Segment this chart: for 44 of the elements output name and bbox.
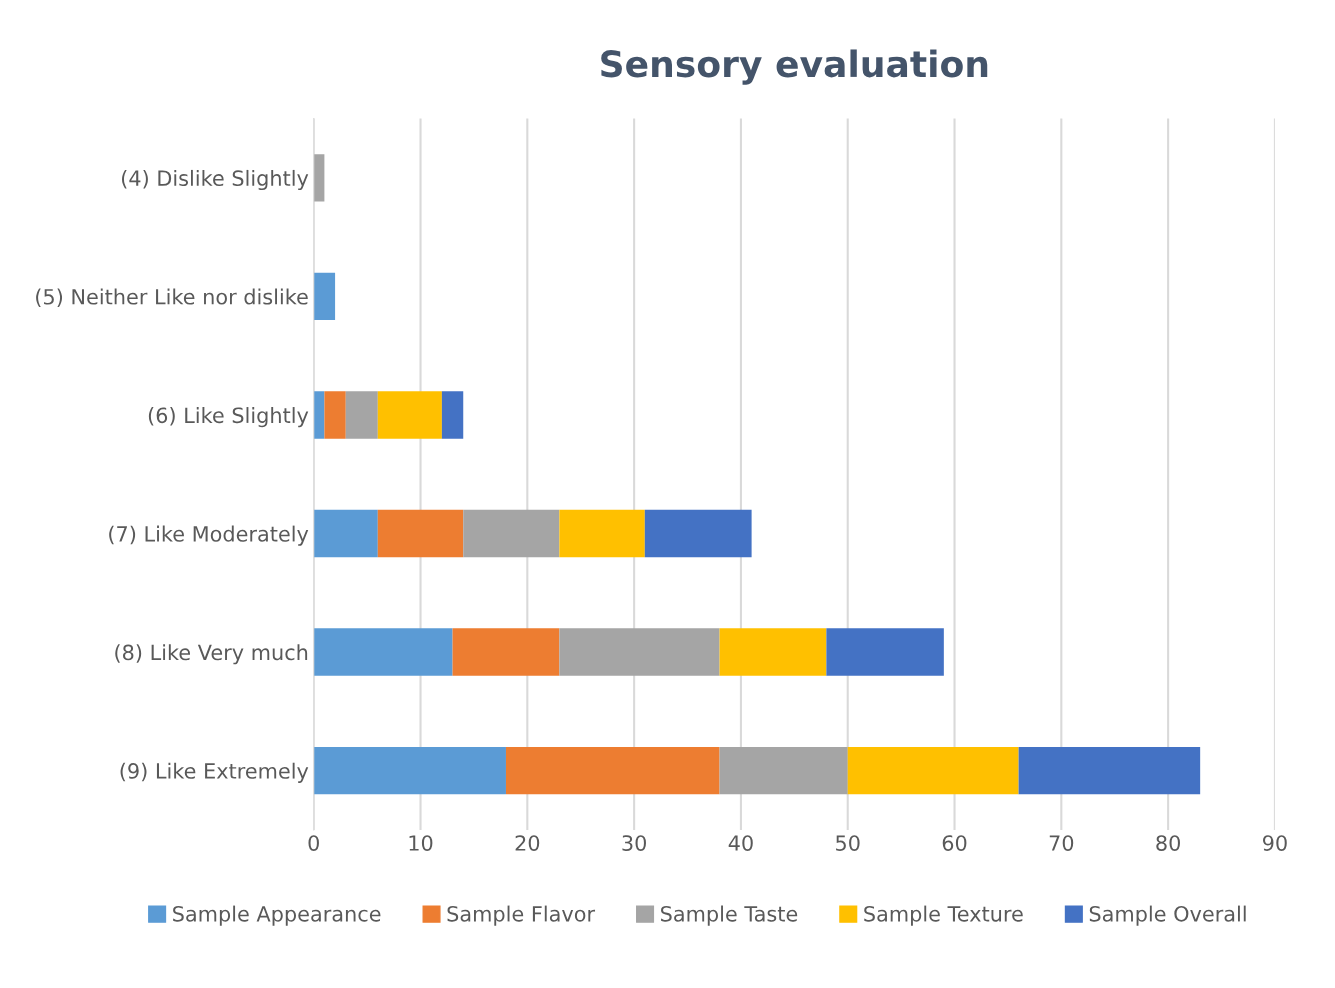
x-tick-label: 60 bbox=[942, 835, 967, 851]
bar bbox=[826, 628, 944, 676]
bar bbox=[1018, 746, 1201, 795]
x-tick-label: 30 bbox=[622, 835, 646, 851]
bar bbox=[313, 628, 453, 676]
bar bbox=[313, 746, 506, 795]
legend-label: Sample Overall bbox=[1089, 905, 1246, 926]
legend-label: Sample Appearance bbox=[173, 905, 381, 926]
bar bbox=[452, 628, 560, 676]
x-tick-label: 20 bbox=[515, 835, 540, 851]
bar bbox=[377, 509, 464, 558]
chart-title: Sensory evaluation bbox=[601, 49, 988, 85]
bar bbox=[719, 746, 848, 795]
bar bbox=[313, 154, 325, 202]
bar bbox=[324, 391, 346, 439]
legend-label: Sample Flavor bbox=[447, 905, 596, 926]
y-tick-label: (5) Neither Like nor dislike bbox=[36, 288, 308, 308]
bar bbox=[463, 509, 560, 558]
bar bbox=[441, 391, 464, 439]
bar bbox=[559, 509, 645, 558]
x-tick-label: 50 bbox=[836, 835, 860, 851]
y-tick-label: (9) Like Extremely bbox=[120, 762, 309, 783]
y-tick-label: (7) Like Moderately bbox=[109, 525, 309, 546]
bar bbox=[313, 391, 325, 439]
x-tick-label: 90 bbox=[1262, 835, 1287, 851]
y-tick-label: (4) Dislike Slightly bbox=[122, 169, 309, 191]
bar bbox=[847, 746, 1019, 795]
bar bbox=[377, 391, 442, 439]
x-tick-label: 10 bbox=[409, 835, 433, 851]
y-tick-label: (8) Like Very much bbox=[115, 644, 308, 665]
bar bbox=[644, 509, 752, 558]
x-tick-label: 0 bbox=[308, 835, 319, 851]
x-tick-label: 70 bbox=[1049, 835, 1074, 851]
bar bbox=[313, 272, 336, 321]
bar bbox=[559, 628, 720, 676]
bar bbox=[505, 746, 720, 795]
legend-label: Sample Taste bbox=[661, 905, 798, 926]
legend-label: Sample Texture bbox=[864, 905, 1023, 926]
bar bbox=[345, 391, 378, 439]
x-tick-label: 40 bbox=[728, 835, 753, 851]
y-tick-label: (6) Like Slightly bbox=[148, 407, 309, 428]
x-tick-label: 80 bbox=[1156, 835, 1180, 851]
bar bbox=[719, 628, 827, 676]
bar bbox=[313, 509, 378, 558]
